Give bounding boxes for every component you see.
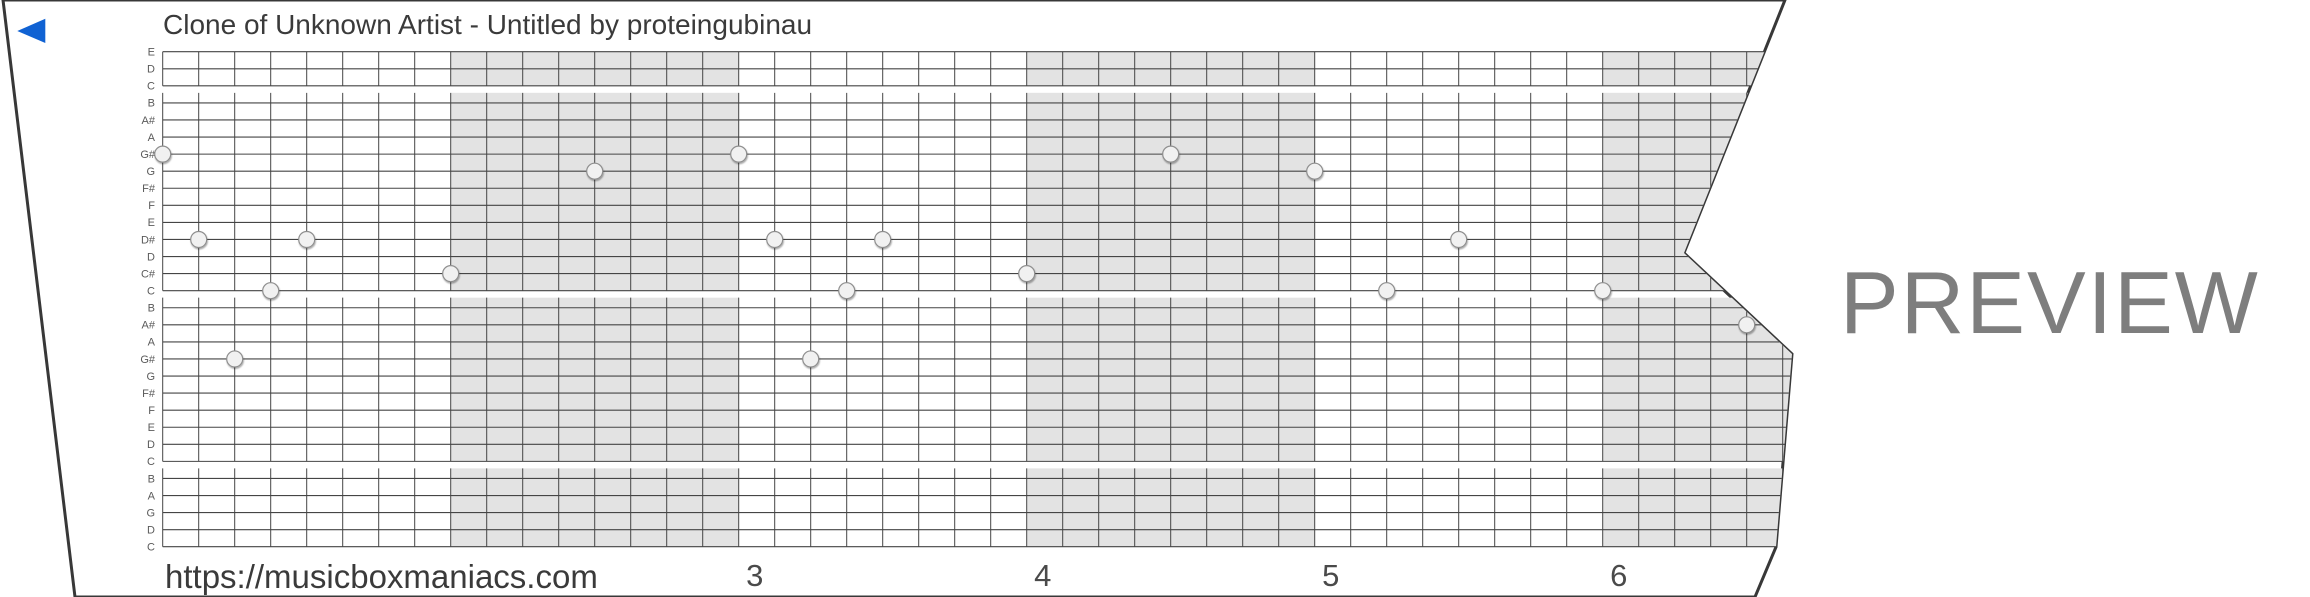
note-c bbox=[1594, 282, 1612, 300]
row-label-b: B bbox=[148, 98, 155, 110]
note-ds bbox=[190, 230, 208, 249]
strip-grid-group bbox=[154, 51, 1792, 548]
note-ds bbox=[298, 230, 316, 249]
preview-watermark: PREVIEW bbox=[1840, 253, 2260, 352]
row-label-d: D bbox=[147, 251, 155, 263]
row-label-f: F bbox=[148, 200, 155, 212]
row-label-e: E bbox=[148, 217, 155, 229]
note-ds bbox=[1450, 230, 1468, 249]
note-ds bbox=[874, 230, 892, 249]
note-c bbox=[262, 282, 280, 300]
row-label-a: A bbox=[148, 490, 156, 502]
row-label-d: D bbox=[147, 64, 155, 76]
note-cs bbox=[442, 265, 460, 283]
row-label-b: B bbox=[148, 303, 155, 315]
row-label-b: B bbox=[148, 473, 155, 485]
row-label-e: E bbox=[148, 47, 155, 59]
row-label-g: G bbox=[146, 371, 155, 383]
note-c bbox=[838, 282, 856, 300]
note-ds bbox=[766, 230, 784, 249]
note-g bbox=[1306, 162, 1324, 180]
measure-number-3: 3 bbox=[746, 558, 763, 593]
note-gs bbox=[802, 350, 820, 368]
melody-title: Clone of Unknown Artist - Untitled by pr… bbox=[163, 9, 813, 40]
row-label-c: C bbox=[147, 285, 155, 297]
row-label-g: G bbox=[146, 507, 155, 519]
note-gs bbox=[1162, 145, 1180, 163]
row-label-c: C bbox=[147, 81, 155, 93]
note-c bbox=[1378, 282, 1396, 300]
row-label-gs: G# bbox=[140, 354, 156, 366]
play-icon[interactable] bbox=[17, 18, 46, 43]
shaded-measure-band bbox=[1602, 468, 1792, 547]
row-label-g: G bbox=[146, 166, 155, 178]
row-label-fs: F# bbox=[142, 388, 156, 400]
note-cs bbox=[1018, 265, 1036, 283]
note-as bbox=[1738, 316, 1756, 334]
row-label-cs: C# bbox=[141, 268, 156, 280]
row-label-f: F bbox=[148, 405, 155, 417]
measure-number-4: 4 bbox=[1034, 558, 1051, 593]
note-gs bbox=[730, 145, 748, 163]
row-label-as: A# bbox=[142, 115, 156, 127]
row-label-a: A bbox=[148, 132, 156, 144]
row-label-e: E bbox=[148, 422, 155, 434]
note-gs bbox=[226, 350, 244, 368]
note-gs bbox=[154, 145, 172, 163]
measure-number-6: 6 bbox=[1610, 558, 1627, 593]
row-label-ds: D# bbox=[141, 234, 156, 246]
site-url: https://musicboxmaniacs.com bbox=[165, 558, 598, 595]
row-label-as: A# bbox=[142, 320, 156, 332]
row-label-gs: G# bbox=[140, 149, 156, 161]
measure-number-5: 5 bbox=[1322, 558, 1339, 593]
row-label-c: C bbox=[147, 456, 155, 468]
row-label-d: D bbox=[147, 439, 155, 451]
note-g bbox=[586, 162, 604, 180]
row-label-c: C bbox=[147, 542, 155, 554]
row-label-a: A bbox=[148, 337, 156, 349]
row-label-d: D bbox=[147, 524, 155, 536]
row-label-fs: F# bbox=[142, 183, 156, 195]
